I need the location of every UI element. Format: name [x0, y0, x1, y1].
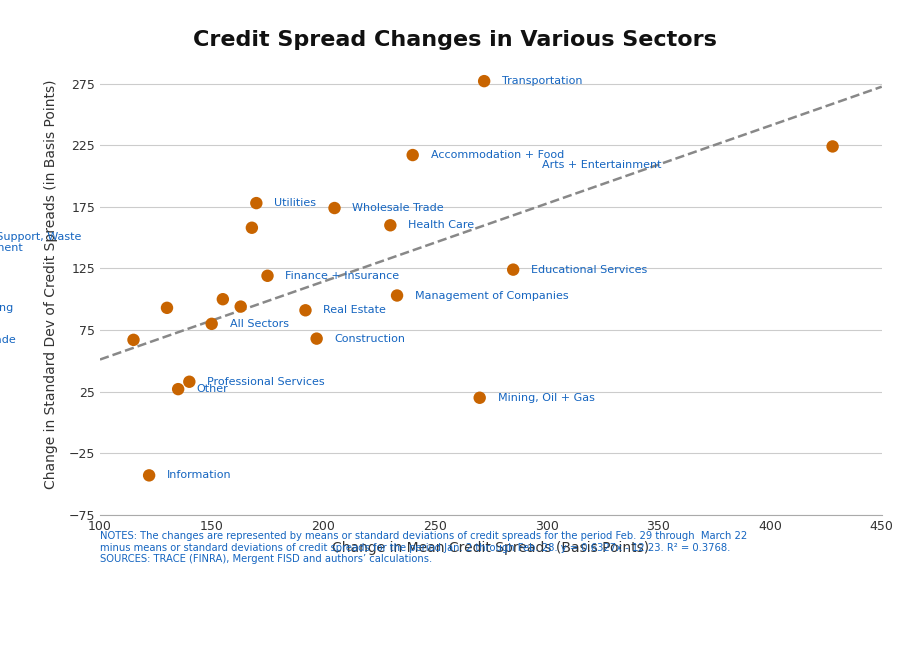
Text: Real Estate: Real Estate: [324, 306, 386, 315]
Point: [405, 150, 420, 160]
Y-axis label: Change in Standard Dev of Credit Spreads (in Basis Points): Change in Standard Dev of Credit Spreads…: [44, 79, 57, 488]
Text: Educational Services: Educational Services: [531, 265, 647, 275]
Text: Arts + Entertainment: Arts + Entertainment: [543, 160, 662, 170]
Text: Finance + Insurance: Finance + Insurance: [285, 271, 399, 280]
Text: Health Care: Health Care: [408, 220, 474, 230]
Text: Utilities: Utilities: [275, 198, 316, 208]
Text: Federal Reserve Bank: Federal Reserve Bank: [16, 632, 160, 645]
Point: [171, 384, 185, 395]
Text: Federal Reserve Bank          of St. Louis: Federal Reserve Bank of St. Louis: [16, 632, 345, 645]
Point: [390, 290, 405, 301]
Point: [825, 141, 840, 152]
Text: All Sectors: All Sectors: [230, 319, 288, 329]
Text: Retail Trade: Retail Trade: [0, 335, 16, 345]
Point: [215, 294, 230, 304]
Text: Mining, Oil + Gas: Mining, Oil + Gas: [497, 393, 594, 403]
Text: F: F: [18, 632, 28, 645]
Point: [298, 305, 313, 315]
Point: [160, 302, 175, 313]
Point: [506, 265, 521, 275]
Text: Manufacturing: Manufacturing: [0, 303, 14, 313]
Text: Professional Services: Professional Services: [207, 377, 325, 387]
Point: [327, 203, 342, 213]
Text: Other: Other: [196, 384, 228, 394]
Text: Transportation: Transportation: [502, 76, 583, 86]
X-axis label: Change in Mean Credit Spreads (Basis Points): Change in Mean Credit Spreads (Basis Poi…: [333, 541, 649, 555]
Point: [245, 222, 259, 233]
Point: [383, 220, 397, 230]
Text: Accommodation + Food: Accommodation + Food: [431, 150, 564, 160]
Text: NOTES: The changes are represented by means or standard deviations of credit spr: NOTES: The changes are represented by me…: [100, 531, 747, 564]
Point: [126, 335, 141, 345]
Point: [477, 76, 492, 86]
Text: Wholesale Trade: Wholesale Trade: [353, 203, 444, 213]
Text: Management of Companies: Management of Companies: [415, 290, 568, 300]
Point: [205, 319, 219, 329]
Text: Credit Spread Changes in Various Sectors: Credit Spread Changes in Various Sectors: [193, 30, 716, 50]
Point: [309, 333, 324, 344]
Point: [260, 271, 275, 281]
Point: [182, 376, 196, 387]
Text: Information: Information: [167, 471, 232, 480]
Point: [473, 393, 487, 403]
Text: Construction: Construction: [335, 333, 405, 344]
Text: Admin., Support, Waste
Management: Admin., Support, Waste Management: [0, 232, 82, 253]
Point: [249, 198, 264, 209]
Point: [142, 470, 156, 480]
Point: [234, 302, 248, 312]
